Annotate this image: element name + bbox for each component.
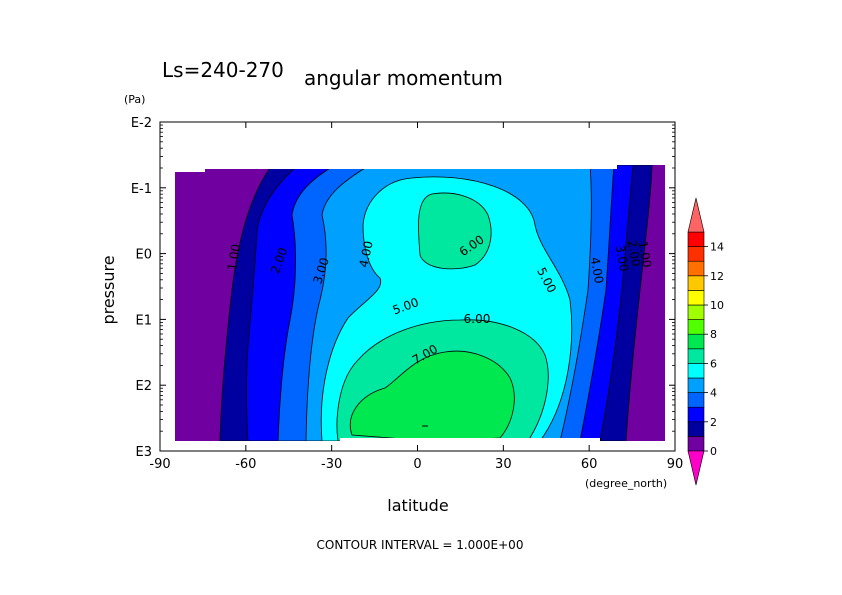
chart-title: angular momentum bbox=[304, 66, 503, 90]
colorbar-band bbox=[687, 304, 705, 320]
y-tick-label: E1 bbox=[136, 313, 153, 328]
x-unit-label: (degree_north) bbox=[585, 477, 667, 490]
x-tick-label: 90 bbox=[667, 457, 684, 472]
field-top-mask-right bbox=[205, 165, 617, 169]
x-tick-label: -60 bbox=[235, 457, 256, 472]
colorbar: 0 2 4 6 8 10 12 14 bbox=[687, 197, 724, 486]
colorbar-band bbox=[687, 421, 705, 437]
colorbar-tick-label: 14 bbox=[710, 241, 724, 254]
colorbar-band bbox=[687, 319, 705, 335]
y-tick-label: E2 bbox=[136, 379, 153, 394]
y-tick-label: E3 bbox=[136, 445, 153, 460]
colorbar-tick-label: 8 bbox=[710, 328, 717, 341]
colorbar-tick-label: 12 bbox=[710, 270, 724, 283]
chart-subtitle: Ls=240-270 bbox=[162, 58, 284, 82]
axis-ticks bbox=[159, 121, 676, 452]
contour-label: 2.00 bbox=[625, 239, 643, 268]
contour-label: 1.00 bbox=[225, 243, 243, 272]
band-level-7 bbox=[350, 350, 515, 441]
y-unit-label: (Pa) bbox=[124, 93, 145, 106]
colorbar-tick-label: 0 bbox=[710, 445, 717, 458]
colorbar-tick-label: 6 bbox=[710, 357, 717, 370]
colorbar-tick-label: 4 bbox=[710, 387, 717, 400]
colorbar-band bbox=[687, 436, 705, 452]
contour-label: 1.00 bbox=[636, 240, 654, 269]
y-tick-label: E-2 bbox=[131, 116, 152, 131]
colorbar-band bbox=[687, 363, 705, 379]
colorbar-band bbox=[687, 348, 705, 364]
colorbar-band bbox=[687, 333, 705, 350]
x-tick-label: 60 bbox=[581, 457, 598, 472]
contour-label: 6.00 bbox=[464, 312, 491, 326]
colorbar-band bbox=[687, 406, 705, 423]
field-top-mask-left bbox=[175, 165, 205, 172]
colorbar-tick-label: 2 bbox=[710, 416, 717, 429]
band-level-6a bbox=[418, 192, 492, 270]
field-bottom-mask bbox=[340, 438, 600, 441]
colorbar-tick-label: 10 bbox=[710, 299, 724, 312]
colorbar-under-triangle bbox=[687, 450, 705, 486]
x-tick-label: -90 bbox=[149, 457, 170, 472]
contour-field bbox=[175, 165, 665, 441]
contour-label: 3.00 bbox=[613, 244, 631, 273]
colorbar-band bbox=[687, 246, 705, 262]
y-tick-label: E0 bbox=[136, 248, 153, 263]
contour-label: 4.00 bbox=[588, 256, 606, 285]
y-tick-labels: E-2 E-1 E0 E1 E2 E3 bbox=[131, 116, 152, 460]
colorbar-over-triangle bbox=[687, 197, 705, 233]
colorbar-band bbox=[687, 231, 705, 247]
contour-interval-note: CONTOUR INTERVAL = 1.000E+00 bbox=[317, 538, 524, 552]
colorbar-band bbox=[687, 377, 705, 393]
colorbar-band bbox=[687, 290, 705, 306]
x-axis-label: latitude bbox=[387, 496, 448, 515]
x-tick-label: -30 bbox=[321, 457, 342, 472]
colorbar-band bbox=[687, 260, 705, 277]
contour-label: 4.00 bbox=[356, 240, 375, 269]
colorbar-band bbox=[687, 392, 705, 408]
x-tick-label: 30 bbox=[495, 457, 512, 472]
y-tick-label: E-1 bbox=[131, 182, 152, 197]
y-axis-label: pressure bbox=[99, 255, 118, 324]
colorbar-band bbox=[687, 275, 705, 291]
x-tick-label: 0 bbox=[413, 457, 421, 472]
x-tick-labels: -90 -60 -30 0 30 60 90 bbox=[149, 457, 683, 472]
